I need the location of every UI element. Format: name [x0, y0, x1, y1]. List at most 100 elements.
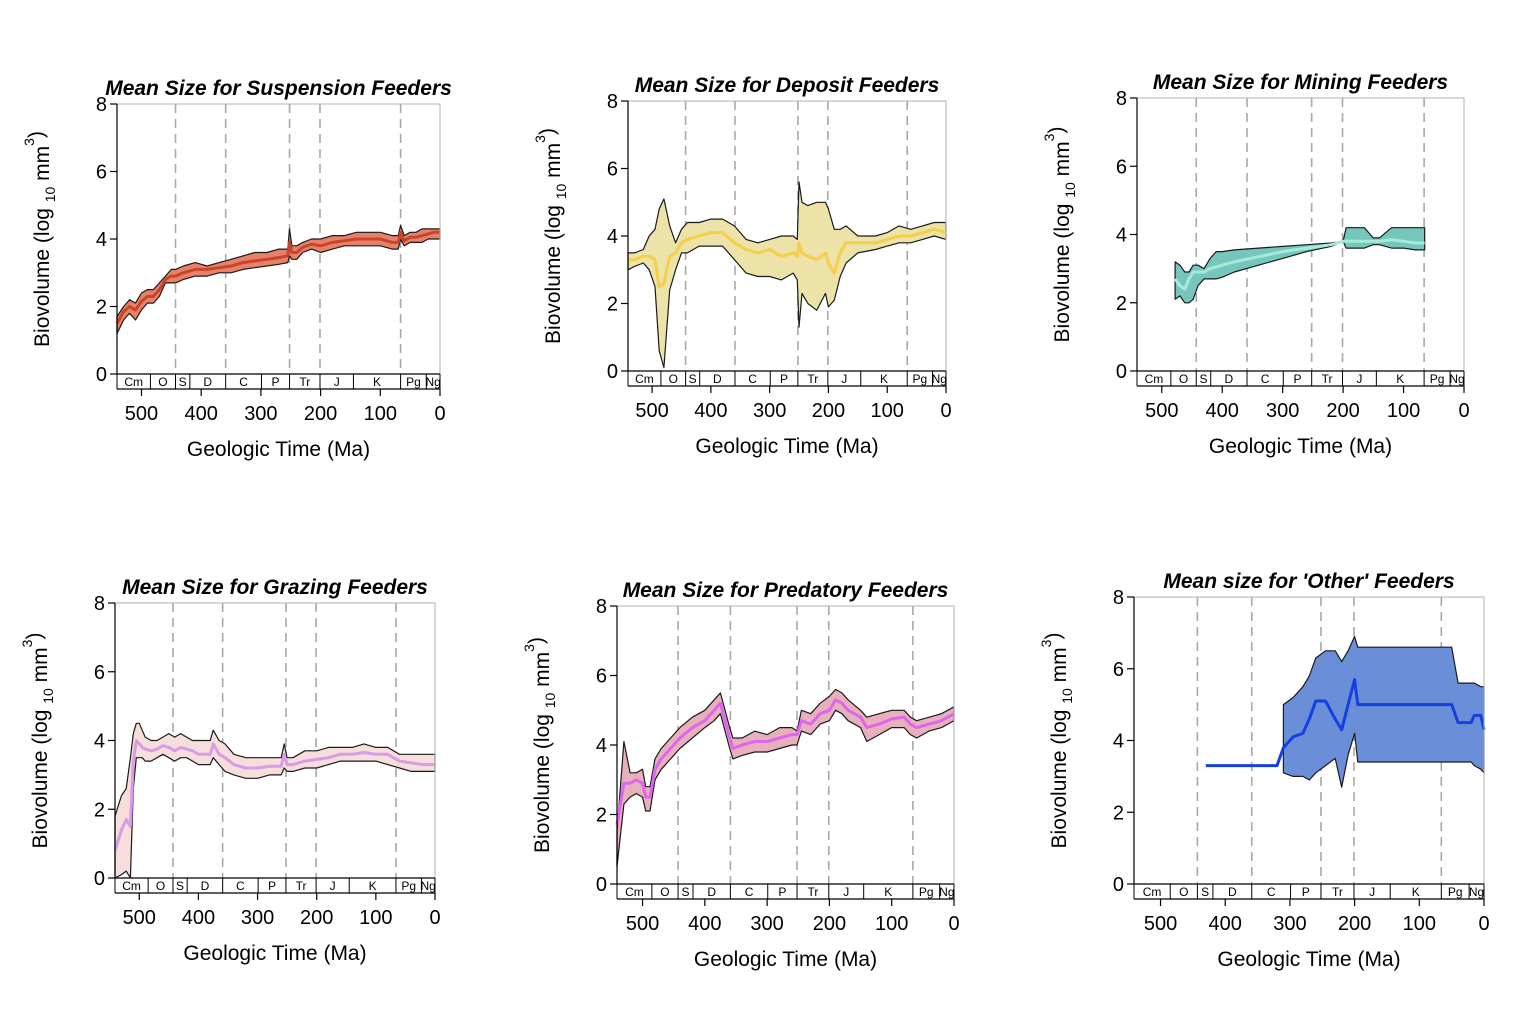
x-tick-label: 0	[1478, 913, 1489, 935]
y-tick-label: 0	[607, 361, 618, 383]
y-axis-label-sub: 10	[40, 688, 56, 704]
x-tick-label: 300	[750, 913, 783, 935]
period-label: Ng	[939, 885, 954, 899]
x-tick-label: 400	[1206, 400, 1239, 422]
period-label: Cm	[122, 879, 141, 893]
x-axis-label: Geologic Time (Ma)	[183, 942, 366, 965]
y-axis-label-close: )	[23, 633, 46, 640]
x-tick-label: 500	[125, 403, 158, 425]
y-tick-label: 0	[1113, 874, 1124, 896]
period-label: D	[707, 885, 716, 899]
period-label: Tr	[1322, 372, 1333, 386]
x-tick-label: 0	[429, 907, 440, 929]
period-label: C	[1267, 885, 1276, 899]
y-tick-label: 6	[1116, 156, 1127, 178]
chart-panel: Mean Size for Predatory Feeders 0 2 4 6 8 Biov…	[521, 579, 960, 971]
period-label: J	[330, 879, 336, 893]
y-tick-label: 0	[96, 364, 107, 386]
x-axis-label: Geologic Time (Ma)	[1209, 435, 1392, 458]
mean-size-line	[628, 227, 947, 289]
x-tick-label: 300	[244, 403, 277, 425]
x-tick-label: 500	[123, 907, 156, 929]
panel-title: Mean size for 'Other' Feeders	[1163, 570, 1454, 593]
period-label: O	[158, 375, 167, 389]
period-label: O	[156, 879, 165, 893]
x-tick-label: 100	[871, 400, 904, 422]
chart-panel: Mean Size for Suspension Feeders 0 2 4 6 8 Bio…	[21, 77, 452, 461]
y-axis-label-sup: 3	[1041, 133, 1057, 141]
y-tick-label: 8	[94, 593, 105, 615]
x-tick-label: 400	[694, 400, 727, 422]
y-axis-label-main: Biovolume (log	[531, 708, 554, 853]
x-tick-label: 300	[753, 400, 786, 422]
period-label: O	[1179, 372, 1188, 386]
y-axis-label-sub: 10	[1062, 182, 1078, 198]
x-tick-label: 200	[812, 400, 845, 422]
period-label: Tr	[807, 372, 818, 386]
period-label: Ng	[425, 375, 440, 389]
y-tick-label: 6	[596, 666, 607, 688]
y-axis-label-close: )	[536, 128, 559, 135]
period-label: Tr	[807, 885, 818, 899]
period-label: D	[201, 879, 210, 893]
panel-title: Mean Size for Mining Feeders	[1153, 71, 1448, 94]
y-tick-label: 6	[607, 159, 618, 181]
y-axis-label-close: )	[1045, 127, 1068, 134]
y-tick-label: 6	[1113, 659, 1124, 681]
y-axis-label-main: Biovolume (log	[1048, 704, 1071, 849]
period-label: J	[334, 375, 340, 389]
period-label: C	[239, 375, 248, 389]
x-tick-label: 100	[1403, 913, 1436, 935]
chart-panel: Mean Size for Deposit Feeders 0 2 4 6 8 Biovol…	[532, 74, 952, 458]
period-label: Tr	[296, 879, 307, 893]
x-tick-label: 400	[688, 913, 721, 935]
x-tick-label: 100	[1387, 400, 1420, 422]
period-label: C	[745, 885, 754, 899]
x-axis-label: Geologic Time (Ma)	[1217, 948, 1400, 971]
y-axis-label-sup: 3	[1038, 639, 1054, 647]
y-tick-label: 0	[1116, 361, 1127, 383]
y-axis-label-unit: mm	[542, 143, 565, 184]
period-label: Ng	[932, 372, 947, 386]
x-tick-label: 500	[1144, 913, 1177, 935]
x-tick-label: 0	[1458, 400, 1469, 422]
y-tick-label: 2	[94, 799, 105, 821]
y-axis-label: Biovolume (log 10 mm3)	[1038, 633, 1075, 849]
x-tick-label: 200	[813, 913, 846, 935]
x-tick-label: 200	[1326, 400, 1359, 422]
period-label: J	[1369, 885, 1375, 899]
period-label: K	[1396, 372, 1404, 386]
period-label: J	[841, 372, 847, 386]
period-label: Pg	[406, 375, 421, 389]
y-tick-label: 6	[96, 162, 107, 184]
x-tick-label: 500	[635, 400, 668, 422]
y-tick-label: 8	[1113, 587, 1124, 609]
period-label: Tr	[1332, 885, 1343, 899]
x-tick-label: 300	[241, 907, 274, 929]
period-label: C	[236, 879, 245, 893]
y-axis-label-unit: mm	[1048, 647, 1071, 688]
period-label: S	[179, 375, 187, 389]
period-label: J	[843, 885, 849, 899]
y-axis-label: Biovolume (log 10 mm3)	[1041, 127, 1078, 343]
y-tick-label: 4	[607, 226, 618, 248]
x-tick-label: 100	[364, 403, 397, 425]
y-axis-label-close: )	[1042, 633, 1065, 640]
y-tick-label: 4	[1113, 731, 1124, 753]
mean-size-line	[615, 698, 955, 826]
period-label: D	[203, 375, 212, 389]
mean-size-line	[113, 739, 435, 851]
y-axis-label-main: Biovolume (log	[1051, 198, 1074, 343]
period-label: Ng	[421, 879, 436, 893]
y-axis-label-main: Biovolume (log	[542, 199, 565, 344]
y-tick-label: 4	[1116, 225, 1127, 247]
period-label: Tr	[299, 375, 310, 389]
period-label: J	[1356, 372, 1362, 386]
period-label: P	[1302, 885, 1310, 899]
y-axis-label-close: )	[525, 637, 548, 644]
y-tick-label: 8	[607, 91, 618, 113]
y-axis-label-unit: mm	[531, 652, 554, 693]
period-label: C	[1261, 372, 1270, 386]
x-tick-label: 200	[1338, 913, 1371, 935]
